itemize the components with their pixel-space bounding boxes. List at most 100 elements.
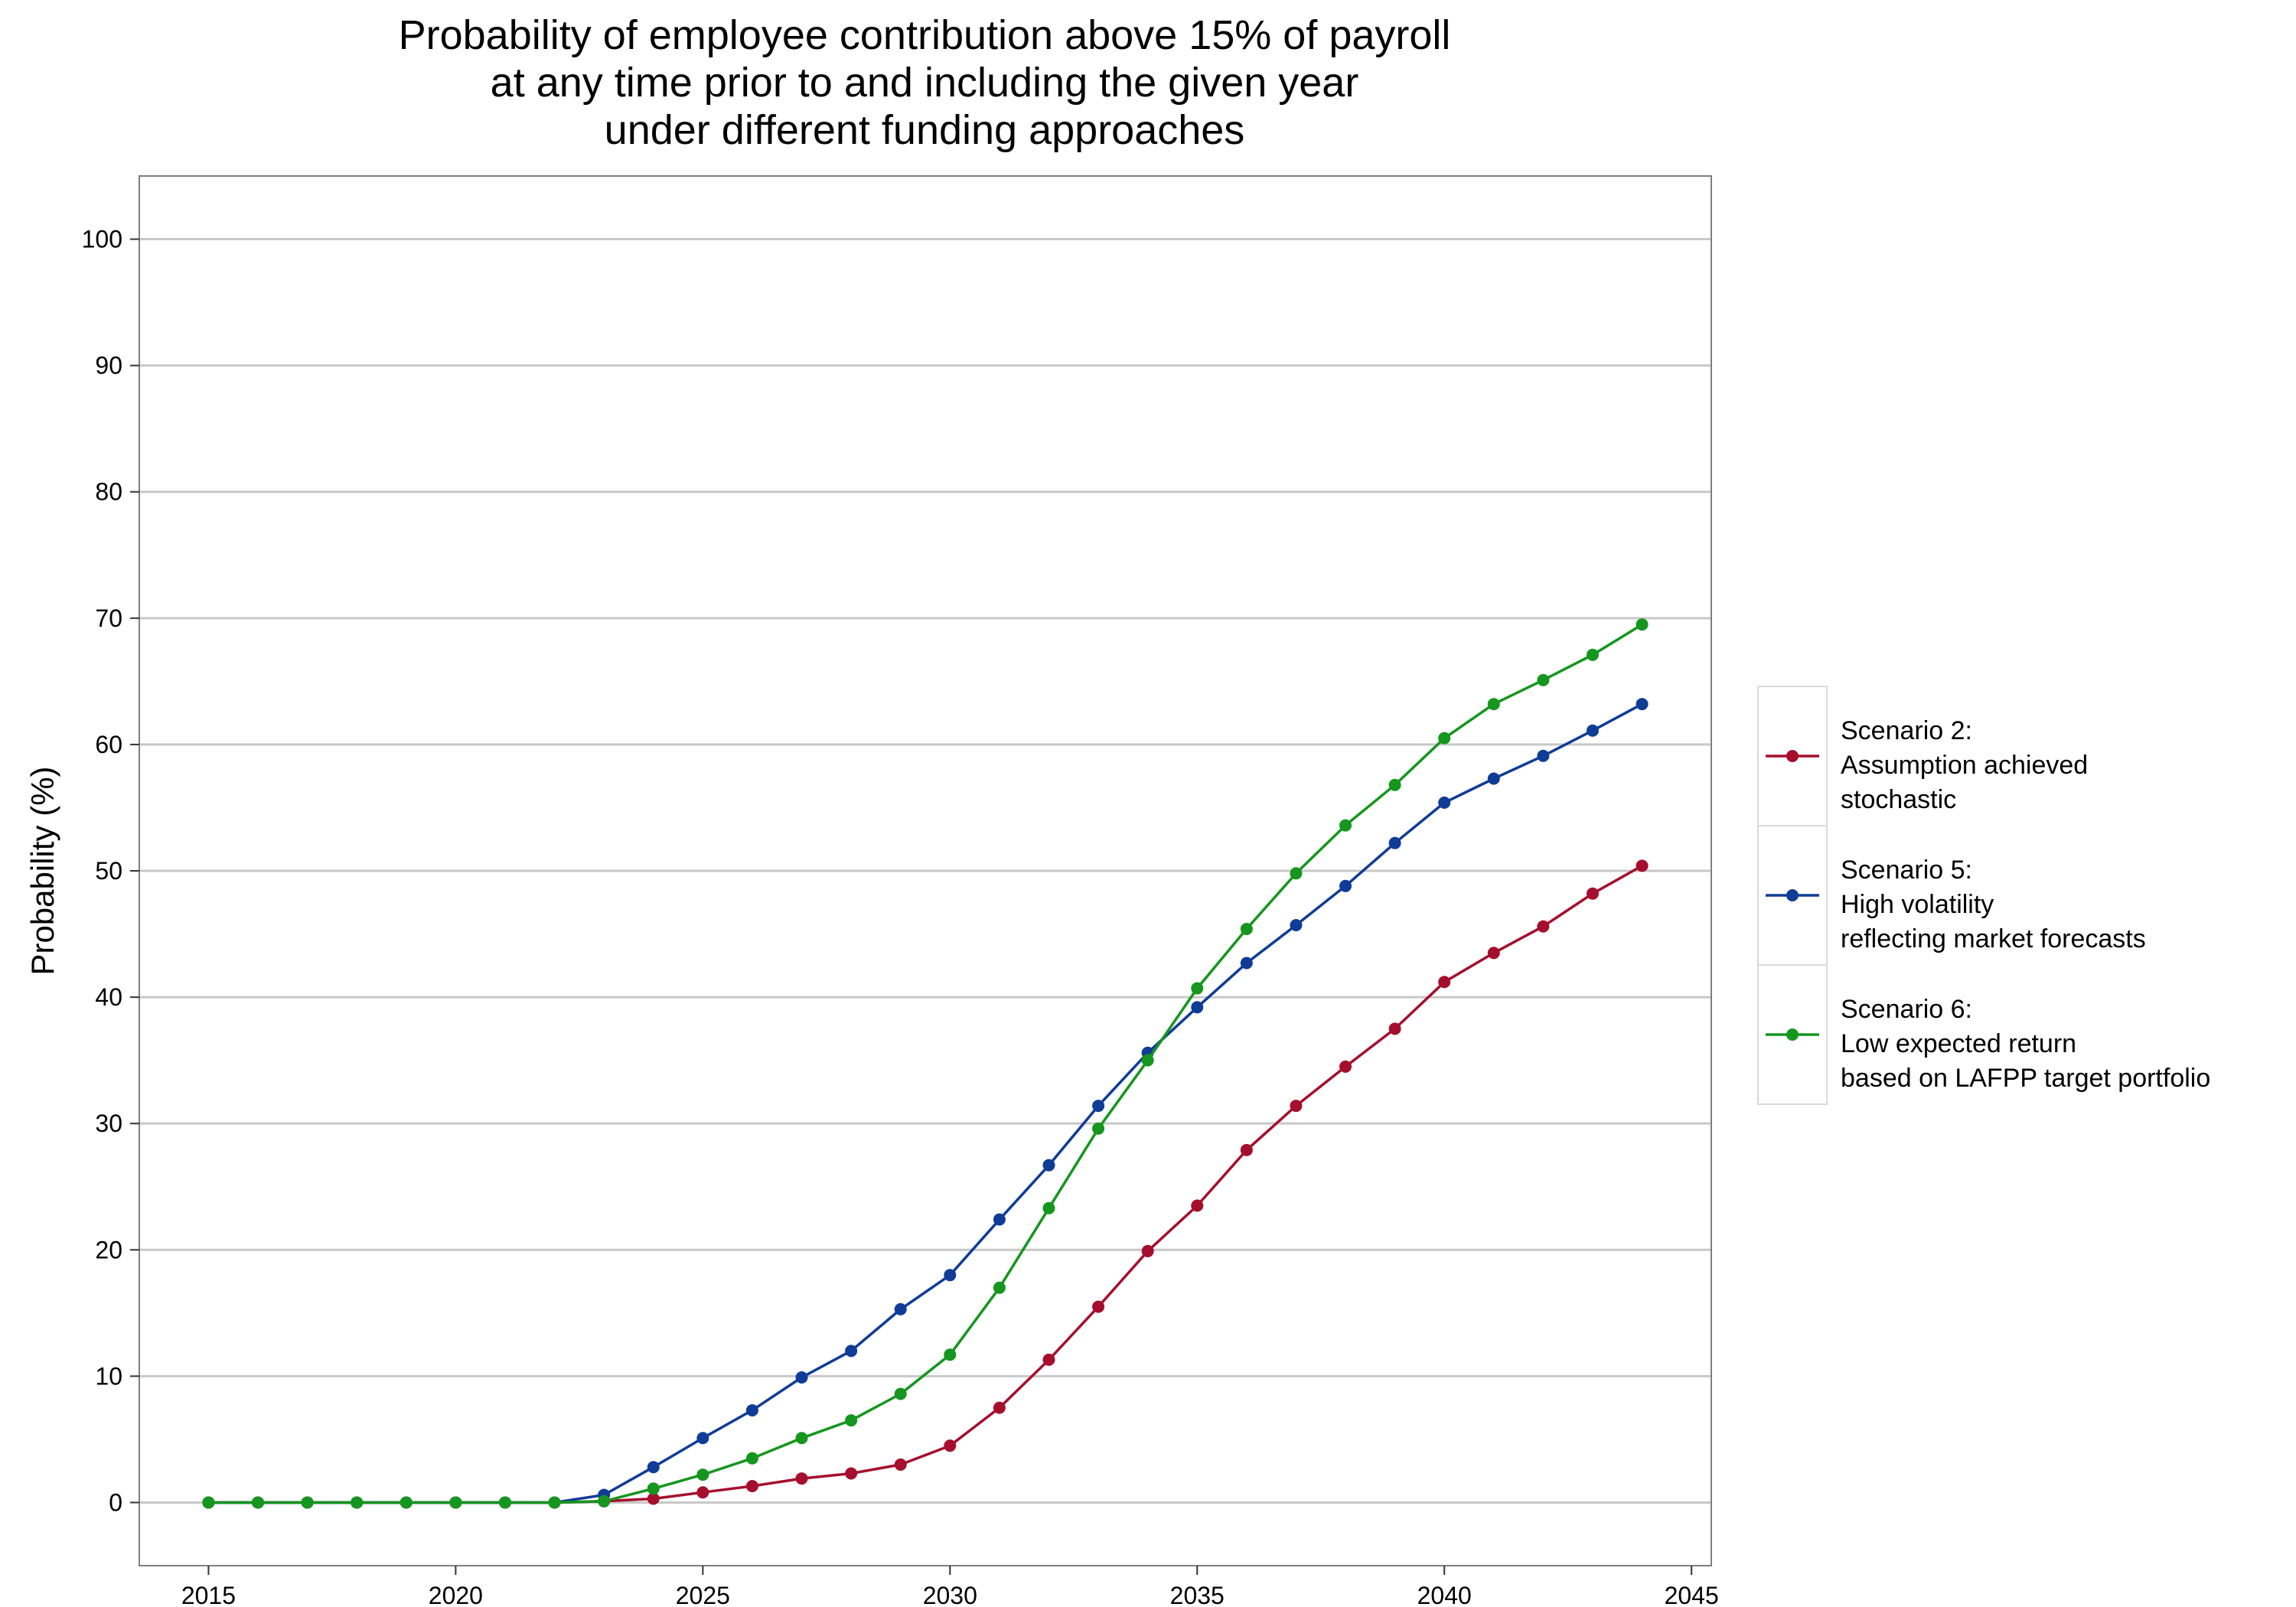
data-point [548, 1496, 561, 1509]
y-tick-label: 40 [95, 983, 122, 1011]
data-point [1339, 819, 1352, 832]
data-point [1042, 1201, 1055, 1214]
data-point [1388, 836, 1401, 849]
data-point [1636, 618, 1649, 631]
legend-item: Scenario 2: Assumption achieved stochastic [1757, 686, 2088, 826]
data-point [647, 1461, 660, 1474]
data-point [1042, 1353, 1055, 1366]
x-axis: 2015 2020 2025 2030 2035 2040 2045 [181, 1566, 1719, 1607]
legend-item: Scenario 6: Low expected return based on L… [1757, 964, 2210, 1105]
data-point [301, 1496, 314, 1509]
data-point [795, 1432, 808, 1445]
data-point [1388, 778, 1401, 791]
data-point [1487, 772, 1500, 785]
data-point [202, 1496, 215, 1509]
data-point [252, 1496, 265, 1509]
data-series [202, 618, 1649, 1509]
legend-label: Low expected return [1841, 1029, 2076, 1058]
data-point [1636, 698, 1649, 711]
data-point [1438, 976, 1451, 989]
data-point [1586, 887, 1599, 900]
data-point [351, 1496, 364, 1509]
data-point [944, 1439, 957, 1452]
data-point [845, 1345, 858, 1358]
data-point [647, 1492, 660, 1505]
data-point [745, 1403, 758, 1416]
data-point [1042, 1159, 1055, 1172]
data-point [845, 1414, 858, 1427]
data-point [696, 1432, 709, 1445]
data-point [1339, 1060, 1352, 1073]
data-point [745, 1479, 758, 1492]
legend-key-point [1786, 889, 1799, 901]
legend: Scenario 2: Assumption achieved stochastic… [1757, 686, 2210, 1105]
data-point [1636, 859, 1649, 872]
y-tick-label: 60 [95, 731, 122, 758]
data-point [894, 1387, 907, 1400]
data-point [1191, 982, 1204, 995]
y-tick-label: 0 [109, 1488, 122, 1516]
x-tick-label: 2020 [429, 1582, 483, 1607]
data-point [449, 1496, 462, 1509]
legend-label: reflecting market forecasts [1841, 924, 2146, 953]
data-point [1092, 1300, 1105, 1313]
data-point [1290, 867, 1303, 880]
data-point [1290, 918, 1303, 931]
legend-key-point [1786, 750, 1799, 762]
data-point [993, 1281, 1006, 1294]
data-point [894, 1458, 907, 1471]
data-point [1092, 1122, 1105, 1135]
data-point [1240, 1143, 1253, 1156]
data-point [1537, 673, 1550, 686]
y-tick-label: 100 [82, 226, 122, 253]
data-point [1586, 648, 1599, 661]
data-point [1339, 879, 1352, 892]
chart-title-line: at any time prior to and including the g… [491, 60, 1359, 106]
legend-key-point [1786, 1028, 1799, 1041]
x-tick-label: 2025 [676, 1582, 730, 1607]
y-tick-label: 80 [95, 478, 122, 506]
data-point [1388, 1022, 1401, 1035]
x-tick-label: 2040 [1417, 1582, 1472, 1607]
data-point [944, 1269, 957, 1282]
data-point [1537, 920, 1550, 933]
gridlines [139, 238, 1711, 1504]
y-axis-label: Probability (%) [24, 766, 60, 975]
data-point [1141, 1054, 1154, 1067]
data-point [1191, 1001, 1204, 1014]
legend-label: based on LAFPP target portfolio [1841, 1064, 2210, 1093]
chart-title-line: under different funding approaches [605, 107, 1245, 153]
data-point [1240, 922, 1253, 935]
data-point [1537, 749, 1550, 762]
data-point [647, 1482, 660, 1495]
x-tick-label: 2015 [181, 1582, 236, 1607]
data-point [696, 1486, 709, 1499]
data-point [795, 1472, 808, 1485]
data-point [944, 1348, 957, 1361]
data-point [993, 1401, 1006, 1414]
data-point [845, 1467, 858, 1480]
data-point [1487, 947, 1500, 960]
data-point [1487, 698, 1500, 711]
data-point [1290, 1100, 1303, 1113]
legend-label: stochastic [1841, 785, 1956, 814]
data-point [1141, 1244, 1154, 1257]
data-point [1240, 957, 1253, 970]
series-3 [202, 618, 1649, 1509]
data-point [400, 1496, 413, 1509]
data-point [1438, 732, 1451, 745]
data-point [745, 1452, 758, 1465]
legend-item: Scenario 5: High volatility reflecting mar… [1757, 825, 2146, 966]
legend-label: Scenario 2: [1841, 716, 1972, 745]
y-tick-label: 20 [95, 1236, 122, 1263]
legend-label: Scenario 6: [1841, 995, 1972, 1024]
x-tick-label: 2045 [1665, 1582, 1719, 1607]
x-tick-label: 2035 [1170, 1582, 1225, 1607]
y-tick-label: 10 [95, 1362, 122, 1390]
y-tick-label: 90 [95, 352, 122, 380]
data-point [1438, 796, 1451, 809]
legend-label: High volatility [1841, 890, 1994, 919]
data-point [1092, 1100, 1105, 1113]
y-tick-label: 70 [95, 605, 122, 632]
